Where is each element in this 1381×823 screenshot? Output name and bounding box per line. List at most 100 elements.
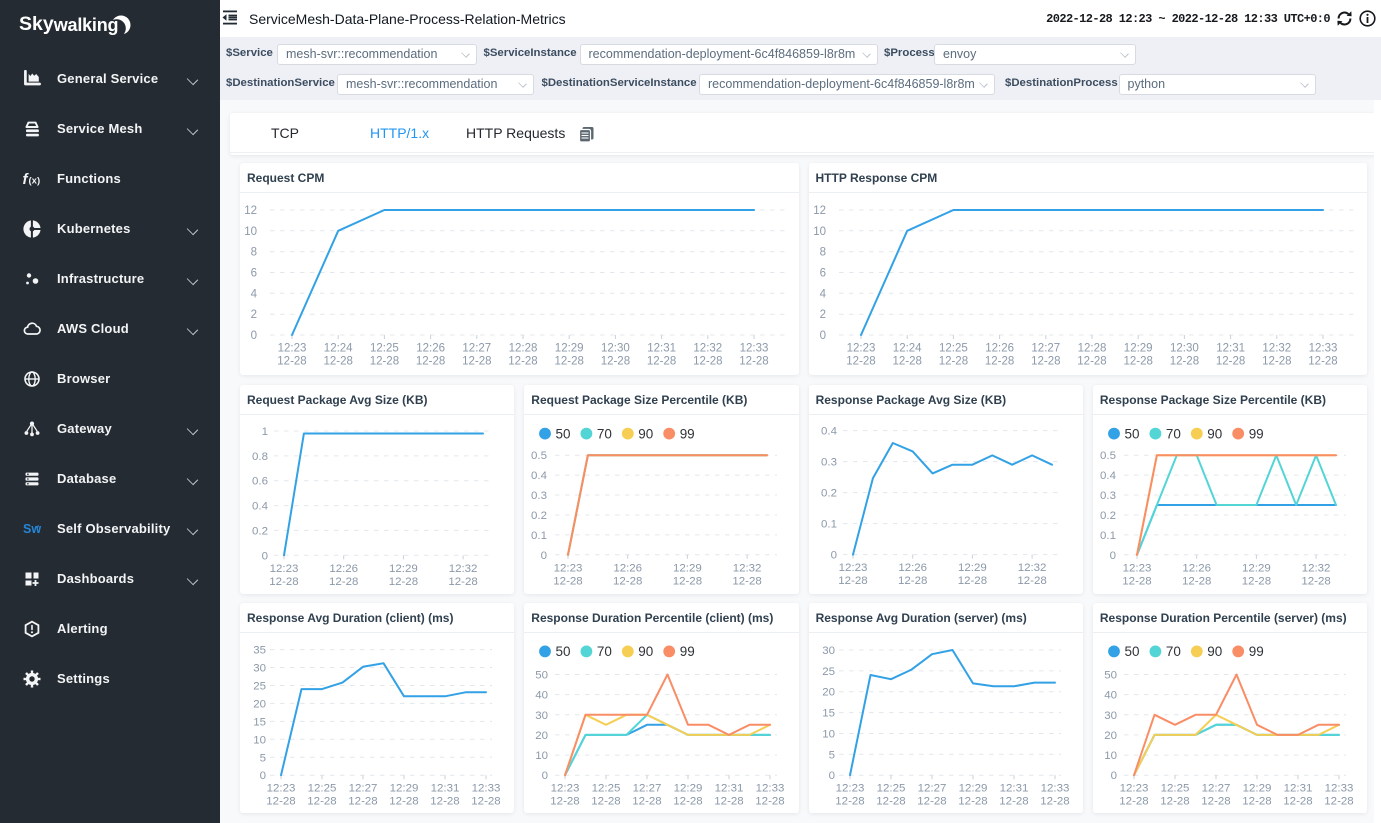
svg-text:12:27: 12:27 bbox=[462, 343, 491, 355]
svg-text:30: 30 bbox=[253, 663, 266, 675]
svg-text:50: 50 bbox=[536, 670, 549, 682]
svg-text:10: 10 bbox=[536, 750, 549, 762]
svg-text:12-28: 12-28 bbox=[277, 356, 306, 368]
svg-text:50: 50 bbox=[556, 644, 571, 659]
svg-text:12:31: 12:31 bbox=[999, 783, 1028, 795]
svg-text:0: 0 bbox=[251, 330, 257, 342]
svg-text:12:23: 12:23 bbox=[1120, 783, 1149, 795]
svg-text:12-28: 12-28 bbox=[448, 575, 477, 587]
svg-text:12-28: 12-28 bbox=[835, 796, 864, 808]
svg-text:12-28: 12-28 bbox=[1040, 796, 1069, 808]
svg-text:12-28: 12-28 bbox=[984, 356, 1013, 368]
svg-text:12-28: 12-28 bbox=[1123, 356, 1152, 368]
svg-text:90: 90 bbox=[1207, 644, 1222, 659]
svg-text:12:23: 12:23 bbox=[835, 783, 864, 795]
svg-text:12-28: 12-28 bbox=[551, 796, 580, 808]
svg-text:12:24: 12:24 bbox=[324, 343, 353, 355]
svg-text:12:29: 12:29 bbox=[958, 562, 987, 574]
svg-text:12-28: 12-28 bbox=[329, 575, 358, 587]
svg-text:12-28: 12-28 bbox=[416, 356, 445, 368]
svg-text:12-28: 12-28 bbox=[958, 796, 987, 808]
svg-text:12-28: 12-28 bbox=[462, 356, 491, 368]
svg-text:20: 20 bbox=[1104, 730, 1117, 742]
svg-text:6: 6 bbox=[819, 268, 825, 280]
svg-text:12-28: 12-28 bbox=[999, 796, 1028, 808]
svg-text:0: 0 bbox=[828, 770, 834, 782]
svg-text:20: 20 bbox=[536, 730, 549, 742]
svg-text:12-28: 12-28 bbox=[1242, 796, 1271, 808]
svg-text:12:23: 12:23 bbox=[267, 783, 296, 795]
svg-text:12-28: 12-28 bbox=[592, 796, 621, 808]
svg-text:0: 0 bbox=[1109, 549, 1115, 561]
svg-text:12-28: 12-28 bbox=[348, 796, 377, 808]
svg-text:90: 90 bbox=[1207, 426, 1222, 441]
svg-text:10: 10 bbox=[822, 729, 835, 741]
svg-text:12-28: 12-28 bbox=[876, 796, 905, 808]
svg-text:12-28: 12-28 bbox=[1077, 356, 1106, 368]
svg-text:0: 0 bbox=[541, 549, 547, 561]
svg-text:50: 50 bbox=[1104, 670, 1117, 682]
svg-text:0.5: 0.5 bbox=[1100, 450, 1116, 462]
svg-text:0.4: 0.4 bbox=[821, 425, 838, 437]
svg-text:12-28: 12-28 bbox=[601, 356, 630, 368]
svg-text:12-28: 12-28 bbox=[898, 575, 927, 587]
svg-text:8: 8 bbox=[251, 247, 257, 259]
svg-text:5: 5 bbox=[260, 753, 266, 765]
svg-text:12:29: 12:29 bbox=[555, 343, 584, 355]
svg-text:12:26: 12:26 bbox=[614, 562, 643, 574]
svg-text:12:27: 12:27 bbox=[917, 783, 946, 795]
svg-text:12:27: 12:27 bbox=[349, 783, 378, 795]
svg-text:12-28: 12-28 bbox=[633, 796, 662, 808]
svg-text:50: 50 bbox=[1124, 644, 1139, 659]
svg-text:12-28: 12-28 bbox=[1301, 575, 1330, 587]
svg-text:70: 70 bbox=[597, 426, 612, 441]
svg-text:15: 15 bbox=[822, 708, 835, 720]
svg-text:12:33: 12:33 bbox=[472, 783, 501, 795]
svg-text:10: 10 bbox=[253, 735, 266, 747]
svg-text:1: 1 bbox=[262, 426, 268, 438]
svg-text:12-28: 12-28 bbox=[1182, 575, 1211, 587]
svg-text:0.2: 0.2 bbox=[531, 509, 547, 521]
svg-text:12-28: 12-28 bbox=[1160, 796, 1189, 808]
svg-text:30: 30 bbox=[536, 710, 549, 722]
svg-text:0.2: 0.2 bbox=[252, 525, 268, 537]
svg-text:12-28: 12-28 bbox=[1283, 796, 1312, 808]
svg-text:12:23: 12:23 bbox=[554, 562, 583, 574]
svg-text:12:25: 12:25 bbox=[1161, 783, 1190, 795]
svg-text:12-28: 12-28 bbox=[1169, 356, 1198, 368]
svg-text:0.3: 0.3 bbox=[531, 489, 547, 501]
svg-text:12:23: 12:23 bbox=[551, 783, 580, 795]
svg-text:12-28: 12-28 bbox=[1242, 575, 1271, 587]
svg-text:30: 30 bbox=[822, 645, 835, 657]
svg-text:0: 0 bbox=[260, 770, 266, 782]
svg-text:12: 12 bbox=[244, 205, 257, 217]
svg-text:12-28: 12-28 bbox=[938, 356, 967, 368]
svg-text:12:26: 12:26 bbox=[898, 562, 927, 574]
svg-text:0.1: 0.1 bbox=[1100, 529, 1116, 541]
svg-text:12:26: 12:26 bbox=[985, 343, 1014, 355]
svg-text:12-28: 12-28 bbox=[693, 356, 722, 368]
svg-text:12-28: 12-28 bbox=[715, 796, 744, 808]
svg-text:12-28: 12-28 bbox=[674, 796, 703, 808]
svg-text:12-28: 12-28 bbox=[756, 796, 785, 808]
svg-text:12:33: 12:33 bbox=[1308, 343, 1337, 355]
svg-text:12-28: 12-28 bbox=[1031, 356, 1060, 368]
svg-text:90: 90 bbox=[639, 644, 654, 659]
svg-text:12-28: 12-28 bbox=[613, 575, 642, 587]
svg-text:12-28: 12-28 bbox=[389, 796, 418, 808]
svg-text:f: f bbox=[23, 171, 30, 188]
svg-text:4: 4 bbox=[819, 288, 826, 300]
svg-text:10: 10 bbox=[244, 226, 257, 238]
svg-text:12:24: 12:24 bbox=[892, 343, 921, 355]
svg-text:12-28: 12-28 bbox=[1215, 356, 1244, 368]
svg-text:12:29: 12:29 bbox=[389, 562, 418, 574]
svg-text:6: 6 bbox=[251, 268, 257, 280]
svg-text:12-28: 12-28 bbox=[471, 796, 500, 808]
svg-text:10: 10 bbox=[1104, 750, 1117, 762]
svg-text:12-28: 12-28 bbox=[554, 356, 583, 368]
svg-text:2: 2 bbox=[251, 309, 257, 321]
svg-text:12:29: 12:29 bbox=[674, 783, 703, 795]
svg-text:99: 99 bbox=[680, 644, 695, 659]
svg-text:8: 8 bbox=[819, 247, 825, 259]
svg-text:12-28: 12-28 bbox=[1262, 356, 1291, 368]
